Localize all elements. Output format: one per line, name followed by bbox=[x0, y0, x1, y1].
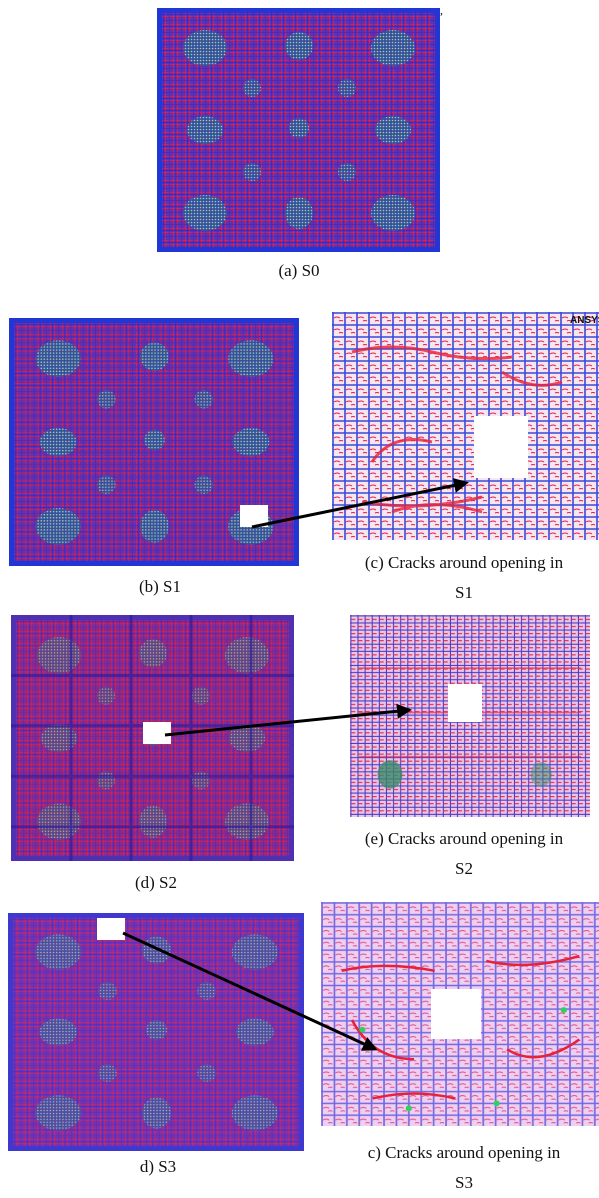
corner-mark: , bbox=[440, 3, 443, 17]
caption-s1-zoom-line1: (c) Cracks around opening in bbox=[364, 553, 564, 572]
caption-s3-zoom: c) Cracks around opening in S3 bbox=[329, 1138, 599, 1198]
caption-s2: (d) S2 bbox=[134, 873, 178, 892]
caption-s0: (a) S0 bbox=[278, 261, 320, 280]
slab-s2-crack-map bbox=[11, 615, 294, 861]
zoom-s2-opening bbox=[448, 684, 482, 722]
caption-s3-zoom-line1: c) Cracks around opening in bbox=[367, 1143, 561, 1162]
caption-s3: d) S3 bbox=[139, 1157, 177, 1176]
zoom-s3-opening bbox=[431, 989, 481, 1039]
slab-s3-opening-zoom bbox=[321, 902, 599, 1126]
caption-s1-zoom-line2: S1 bbox=[455, 582, 473, 602]
slab-s3-opening bbox=[97, 918, 125, 940]
caption-s2-zoom-line2: S2 bbox=[455, 858, 473, 878]
zoom-s1-opening bbox=[474, 416, 528, 478]
caption-s1-zoom: (c) Cracks around opening in S1 bbox=[329, 548, 599, 608]
slab-s1-crack-map bbox=[9, 318, 299, 566]
caption-s2-zoom: (e) Cracks around opening in S2 bbox=[329, 824, 599, 884]
slab-s0-crack-map bbox=[157, 8, 440, 252]
caption-s2-zoom-line1: (e) Cracks around opening in bbox=[364, 829, 564, 848]
slab-s1-opening bbox=[240, 505, 268, 527]
caption-s1: (b) S1 bbox=[138, 577, 182, 596]
slab-s3-crack-map bbox=[8, 913, 304, 1151]
slab-s2-opening bbox=[143, 722, 171, 744]
ansys-tag: ANSYS bbox=[570, 315, 599, 326]
slab-s2-opening-zoom bbox=[350, 615, 590, 817]
caption-s3-zoom-line2: S3 bbox=[455, 1172, 473, 1192]
slab-s1-opening-zoom: ANSYS bbox=[332, 312, 599, 540]
